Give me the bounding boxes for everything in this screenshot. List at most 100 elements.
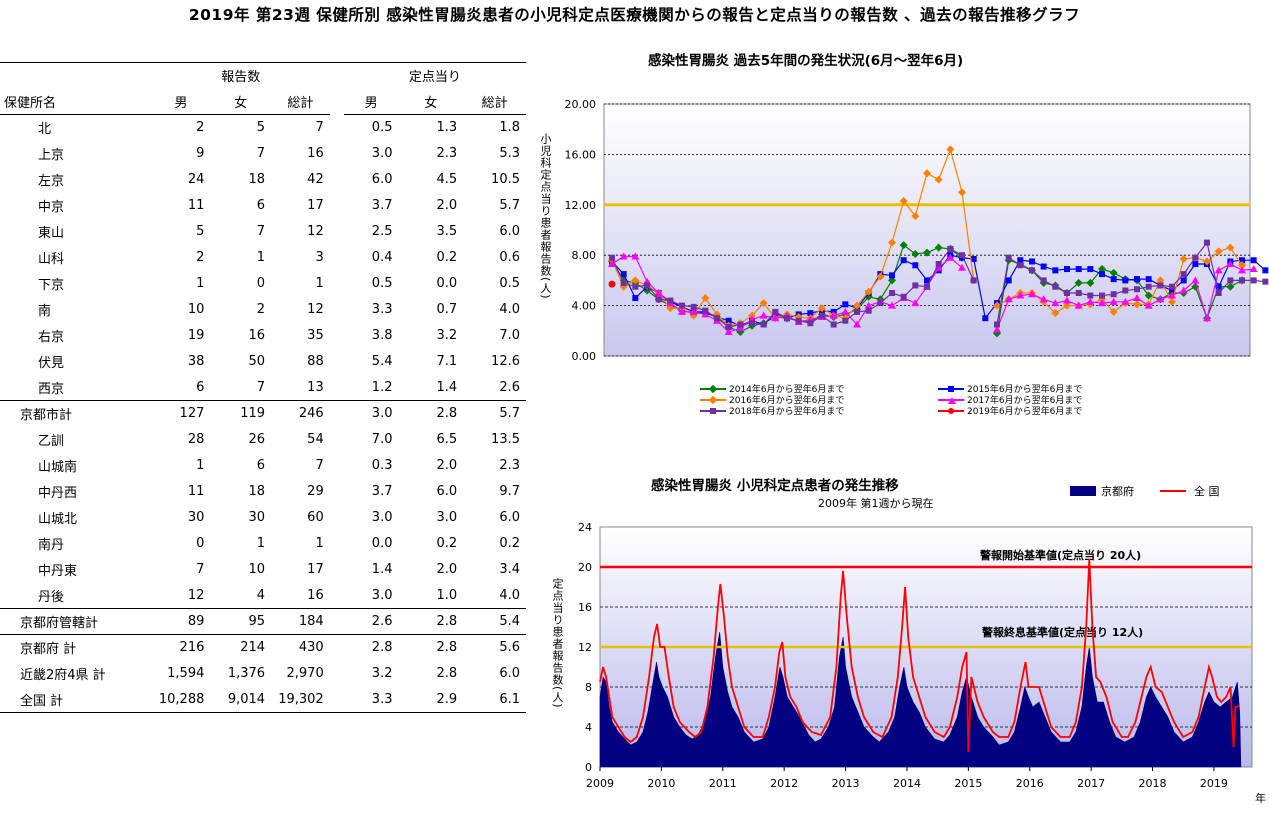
data-point [1215,283,1222,290]
data-point [923,169,931,178]
row-total: 13 [307,379,324,395]
row-male: 89 [151,608,211,635]
row-name: 中京 [38,200,65,215]
data-point [771,314,780,322]
row-total: 16 [307,587,324,603]
chart2-national-line [599,558,1240,753]
chart2-x-tick-label: 2017 [1077,777,1105,790]
data-point [714,315,720,322]
table-row: 京都市計 127 119 246 3.0 2.8 5.7 [0,400,526,427]
row-per-total: 5.3 [499,146,520,161]
data-point [1180,271,1187,278]
row-male: 2 [196,120,205,136]
row-total: 184 [271,608,330,635]
row-per-total: 13.5 [491,432,520,447]
row-female: 6 [256,198,266,213]
row-name: 西京 [38,381,65,397]
row-per-female: 1.4 [436,379,458,395]
chart2-alert-start-label: 警報開始基準値(定点当り 20人) [979,548,1141,562]
row-per-total: 6.0 [499,510,520,525]
row-total: 7 [315,120,324,136]
row-female: 7 [256,379,266,395]
row-male: 9 [196,146,205,161]
data-point [1191,276,1200,284]
legend-label-kyoto: 京都府 [1101,485,1134,498]
row-per-male: 3.0 [371,146,393,161]
row-per-male: 6.0 [371,172,393,187]
chart1-legend-item: 2017年6月から翌年6月まで [938,393,1082,406]
data-point [1169,283,1175,290]
data-point [1016,291,1025,299]
row-per-total: 9.7 [499,484,520,499]
chart1-y-axis-label: 小児科定点当り患者報告数(人) [539,133,552,300]
data-point [842,301,849,308]
row-per-female: 0.2 [436,536,458,551]
data-point [1110,291,1117,298]
row-per-female: 3.2 [436,328,458,343]
row-per-male: 3.7 [371,484,393,499]
row-per-total: 5.7 [463,400,526,427]
chart2-kyoto-area [599,631,1242,768]
row-total: 1 [315,536,324,551]
chart1-legend-item: 2014年6月から翌年6月まで [700,382,844,395]
row-male: 6 [196,379,205,395]
chart2-legend-national: 全 国 [1160,483,1220,499]
data-point [1052,267,1059,274]
row-name: 南 [38,304,52,319]
row-per-male: 0.5 [371,276,393,291]
chart1-y-tick-label: 4.00 [572,300,597,313]
row-male: 1 [196,276,205,291]
data-point [1156,276,1165,285]
data-point [807,320,814,327]
chart2-x-tick-label: 2012 [770,777,798,790]
data-point [724,328,733,336]
legend-swatch [938,407,964,415]
data-point [1250,257,1257,264]
data-point [1064,266,1070,273]
data-point [1040,277,1047,284]
chart2-x-tick-label: 2013 [832,777,860,790]
col-header-name: 保健所名 [0,88,152,115]
chart2-subtitle: 2009年 第1週から現在 [818,497,934,510]
row-per-total: 4.0 [499,302,520,317]
chart1-legend-item: 2018年6月から翌年6月まで [700,404,844,417]
row-female: 1 [256,250,266,265]
row-name: 中丹西 [38,486,78,501]
data-point [1086,297,1095,305]
table-row: 近畿2府4県 計 1,594 1,376 2,970 3.2 2.8 6.0 [0,661,526,687]
data-point [1215,290,1222,296]
legend-swatch [938,396,964,404]
data-point [619,252,628,260]
legend-swatch-national [1160,490,1186,492]
row-per-total: 12.6 [491,354,520,369]
chart1-plot-area [603,103,1251,357]
report-table: 報告数 定点当り 保健所名 男 女 総計 男 女 総計 北 2 5 7 0.5 1.3 1.… [0,62,526,713]
data-point [912,262,919,269]
data-point [759,299,768,308]
row-per-female: 2.8 [436,666,458,681]
chart1-y-tick-label: 20.00 [565,98,597,111]
data-point [807,310,814,317]
data-point [935,261,942,268]
chart2-y-tick-label: 16 [578,601,592,614]
data-point [1110,276,1117,283]
data-point [1250,277,1257,284]
data-point [620,271,627,278]
row-female: 26 [248,432,266,447]
data-point [1168,297,1176,306]
data-point [911,249,920,258]
row-per-female: 4.5 [436,172,458,187]
row-per-female: 3.0 [436,510,458,525]
data-point [934,243,943,252]
data-point [1005,277,1012,284]
row-male: 5 [196,224,205,239]
col-header-per-total: 総計 [463,88,526,115]
data-point [853,320,861,328]
data-point [1214,266,1223,274]
col-header-female: 女 [210,88,272,115]
data-point [1144,301,1153,309]
chart2-x-axis-label: 年 [1255,792,1266,805]
row-per-female: 1.3 [436,120,458,136]
table-row: 中京 11 6 17 3.7 2.0 5.7 [0,193,526,219]
data-point [1075,266,1082,273]
